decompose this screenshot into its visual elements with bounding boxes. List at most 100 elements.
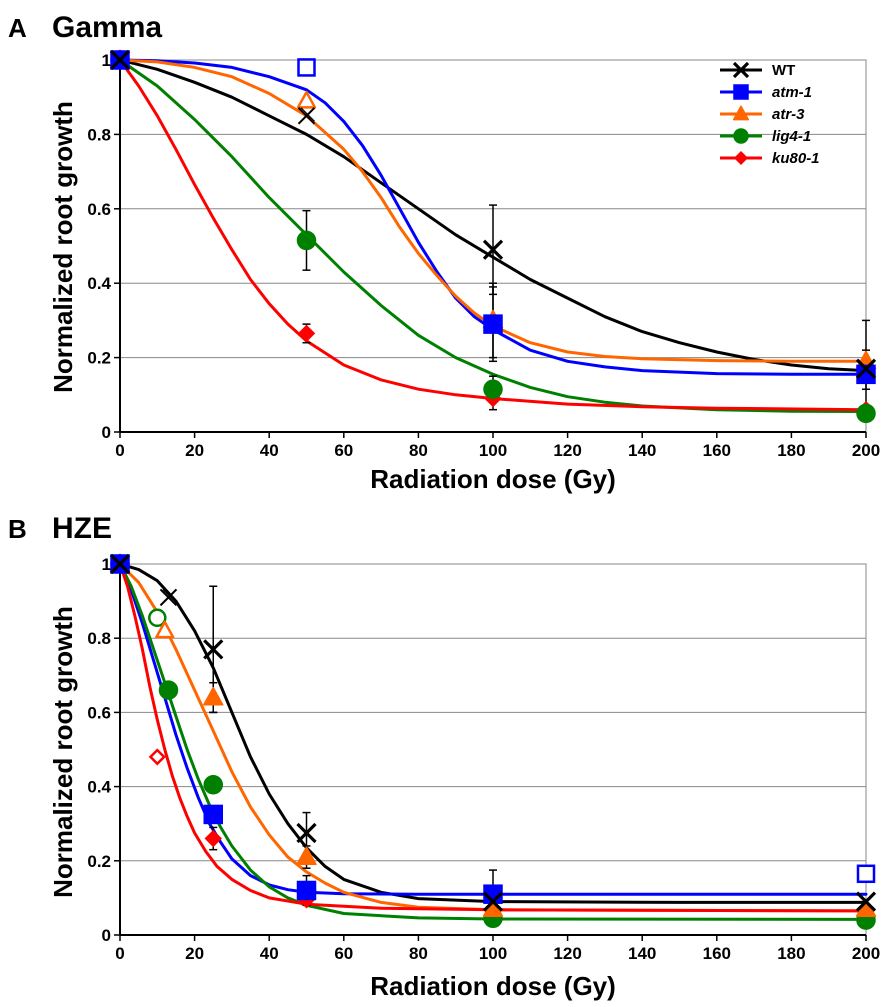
panel-b-x-tick-label: 0 (115, 944, 124, 963)
panel-b-point-ku80-1 (204, 829, 222, 848)
panel-a-point-atm-1 (297, 58, 316, 77)
panel-a-x-tick-label: 100 (479, 441, 507, 460)
panel-a-plot-area: 0 0.2 0.4 0.6 0.8 1 0 20 40 60 80 100 120 140 160 180 20… (87, 49, 880, 460)
panel-a-y-tick-label: 0.8 (87, 125, 111, 144)
panel-a-legend-marker-WT (732, 61, 750, 79)
panel-b-title: HZE (52, 512, 112, 545)
panel-b-point-WT-stroke-2 (203, 639, 224, 660)
panel-b-x-tick-label: 100 (479, 944, 507, 963)
panel-a-x-tick-label: 60 (334, 441, 353, 460)
panel-b-letter: B (8, 514, 27, 544)
panel-a-point-atm-1 (483, 314, 503, 334)
panel-a-letter: A (8, 13, 27, 43)
panel-a-x-axis-label: Radiation dose (Gy) (370, 464, 616, 494)
panel-a-legend-label-lig4-1: lig4-1 (772, 128, 811, 145)
panel-a-point-WT-stroke-2 (855, 358, 877, 379)
panel-a-legend-marker-lig4-1 (733, 128, 749, 144)
panel-b-x-tick-label: 180 (777, 944, 805, 963)
panel-a-y-tick-label: 0 (102, 423, 111, 442)
panel-a-point-atr-3 (296, 90, 317, 109)
panel-a-point-atm-1 (856, 364, 876, 385)
panel-a-point-ku80-1 (297, 324, 316, 343)
panel-a-x-tick-label: 120 (553, 441, 581, 460)
panel-b-curve-ku80-1 (118, 562, 868, 913)
panel-a-y-tick-label: 0.4 (87, 274, 111, 293)
panel-b-point-WT (159, 588, 178, 607)
panel-b-point-WT (296, 822, 317, 844)
panel-b-x-tick-label: 120 (553, 944, 581, 963)
panel-a-curve-atm-1 (118, 58, 868, 376)
panel-b-curve-WT (118, 562, 868, 904)
panel-a-legend-label-ku80-1: ku80-1 (772, 150, 820, 167)
panel-a-x-tick-label: 140 (628, 441, 656, 460)
panel-b-y-tick-label: 0 (102, 926, 111, 945)
panel-b-y-axis-label: Normalized root growth (48, 606, 78, 898)
panel-a-title: Gamma (52, 11, 162, 44)
panel-b-point-atm-1 (856, 864, 876, 884)
panel-b-point-ku80-1 (148, 748, 166, 766)
panel-a-point-lig4-1 (856, 403, 876, 424)
panel-a-point-WT (297, 107, 316, 125)
panel-b-y-tick-label: 0.6 (87, 703, 111, 722)
panel-b-point-atm-1 (203, 804, 223, 825)
panel-b-curve-lig4-1 (118, 562, 868, 921)
panel-b-point-WT-stroke-3 (162, 588, 177, 604)
panel-b-y-tick-label: 0.4 (87, 778, 111, 797)
panel-b-point-atr-3 (296, 846, 317, 866)
panel-b-point-atr-3 (155, 620, 175, 639)
panel-a-legend-label-atr-3: atr-3 (772, 106, 805, 123)
panel-b-point-WT-stroke-2 (296, 822, 317, 844)
panel-a-x-tick-label: 80 (409, 441, 428, 460)
panel-a-x-tick-label: 0 (115, 441, 124, 460)
panel-a-legend-marker-WT-stroke-2 (732, 61, 750, 79)
panel-b-point-WT (109, 553, 131, 575)
panel-b-y-tick-label: 1 (102, 555, 111, 574)
panel-b-x-tick-label: 40 (260, 944, 279, 963)
panel-b: B HZE 0 0.2 0.4 0.6 0.8 1 0 20 40 60 80 100 120 140 16… (8, 512, 880, 1001)
panel-b-point-WT-stroke-2 (482, 891, 504, 912)
panel-a-legend-marker-atm-1 (733, 84, 749, 100)
panel-a-y-tick-label: 0.6 (87, 200, 111, 219)
panel-b-x-tick-label: 140 (628, 944, 656, 963)
panel-b-x-tick-label: 160 (703, 944, 731, 963)
panel-a-x-tick-label: 160 (703, 441, 731, 460)
panel-b-y-tick-label: 0.2 (87, 852, 111, 871)
panel-a-legend-marker-atr-3 (732, 105, 750, 121)
panel-a-point-lig4-1 (296, 230, 317, 251)
panel-b-x-tick-label: 20 (185, 944, 204, 963)
panel-a-point-WT (109, 49, 131, 71)
panel-b-point-WT (203, 639, 224, 660)
panel-b-point-atm-1 (296, 880, 317, 901)
panel-b-x-axis-label: Radiation dose (Gy) (370, 971, 616, 1001)
panel-b-plot-area: 0 0.2 0.4 0.6 0.8 1 0 20 40 60 80 100 120 140 160 180 20… (87, 553, 880, 963)
panel-a-point-WT (855, 358, 877, 379)
panel-a-point-WT-stroke-2 (482, 239, 504, 260)
panel-a-y-tick-label: 1 (102, 51, 111, 70)
panel-a-x-tick-label: 40 (260, 441, 279, 460)
panel-a-point-WT-stroke-3 (300, 107, 315, 122)
panel-b-x-tick-label: 200 (852, 944, 880, 963)
panel-a-curve-ku80-1 (118, 58, 868, 412)
panel-b-x-tick-label: 60 (334, 944, 353, 963)
panel-b-point-WT (855, 891, 877, 912)
panel-b-point-WT-stroke-2 (159, 588, 178, 607)
panel-a-x-tick-label: 180 (777, 441, 805, 460)
panel-a-x-tick-label: 200 (852, 441, 880, 460)
panel-b-point-lig4-1 (203, 774, 223, 795)
panel-a-point-WT-stroke-2 (297, 107, 316, 125)
panel-a-point-lig4-1 (483, 379, 503, 399)
panel-a-legend-label-atm-1: atm-1 (772, 84, 812, 101)
panel-a-curve-atr-3 (118, 58, 868, 363)
panel-b-point-WT-stroke-2 (109, 553, 131, 575)
panel-b-point-lig4-1 (158, 680, 179, 700)
panel-b-point-lig4-1 (148, 608, 167, 628)
panel-a-point-WT (482, 239, 504, 260)
panel-b-point-WT (482, 891, 504, 912)
panel-a-legend-label-WT: WT (772, 62, 795, 79)
panel-a-y-axis-label: Normalized root growth (48, 101, 78, 393)
panel-b-x-tick-label: 80 (409, 944, 428, 963)
panel-a-legend-marker-ku80-1 (733, 150, 749, 166)
panel-a-x-tick-label: 20 (185, 441, 204, 460)
panel-a-y-tick-label: 0.2 (87, 349, 111, 368)
